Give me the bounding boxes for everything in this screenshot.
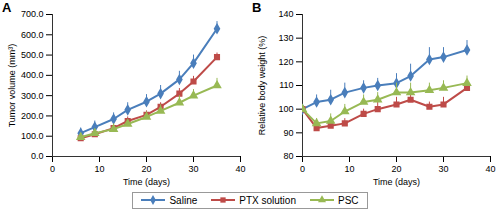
svg-text:30: 30 <box>438 164 448 174</box>
svg-text:20: 20 <box>141 164 151 174</box>
svg-text:400.0: 400.0 <box>21 70 44 80</box>
svg-text:30: 30 <box>188 164 198 174</box>
svg-text:200.0: 200.0 <box>21 111 44 121</box>
svg-text:Tumor volume (mm³): Tumor volume (mm³) <box>7 44 17 128</box>
svg-text:700.0: 700.0 <box>21 9 44 19</box>
svg-text:300.0: 300.0 <box>21 91 44 101</box>
html-text:PSC: PSC <box>338 194 359 206</box>
svg-text:Time (days): Time (days) <box>373 177 420 187</box>
svg-text:100: 100 <box>278 104 293 114</box>
svg-text:40: 40 <box>485 164 495 174</box>
svg-text:500.0: 500.0 <box>21 50 44 60</box>
svg-text:140: 140 <box>278 9 293 19</box>
html-text:A: A <box>2 0 12 15</box>
svg-text:130: 130 <box>278 33 293 43</box>
html-text:B: B <box>252 0 262 15</box>
svg-text:90: 90 <box>283 128 293 138</box>
svg-text:110: 110 <box>279 80 293 90</box>
svg-text:20: 20 <box>391 164 401 174</box>
svg-text:40: 40 <box>235 164 245 174</box>
svg-text:Time (days): Time (days) <box>123 177 170 187</box>
svg-text:Relative body weight (%): Relative body weight (%) <box>257 36 267 136</box>
html-text:PTX solution: PTX solution <box>239 194 296 206</box>
svg-text:600.0: 600.0 <box>21 30 44 40</box>
svg-text:10: 10 <box>344 164 354 174</box>
svg-text:10: 10 <box>94 164 104 174</box>
svg-text:100.0: 100.0 <box>21 131 44 141</box>
html-text:Saline: Saline <box>169 194 198 206</box>
svg-text:0: 0 <box>300 164 305 174</box>
svg-text:0: 0 <box>50 164 55 174</box>
svg-text:0.0: 0.0 <box>31 151 44 161</box>
svg-text:120: 120 <box>278 57 293 67</box>
svg-text:80: 80 <box>283 151 293 161</box>
